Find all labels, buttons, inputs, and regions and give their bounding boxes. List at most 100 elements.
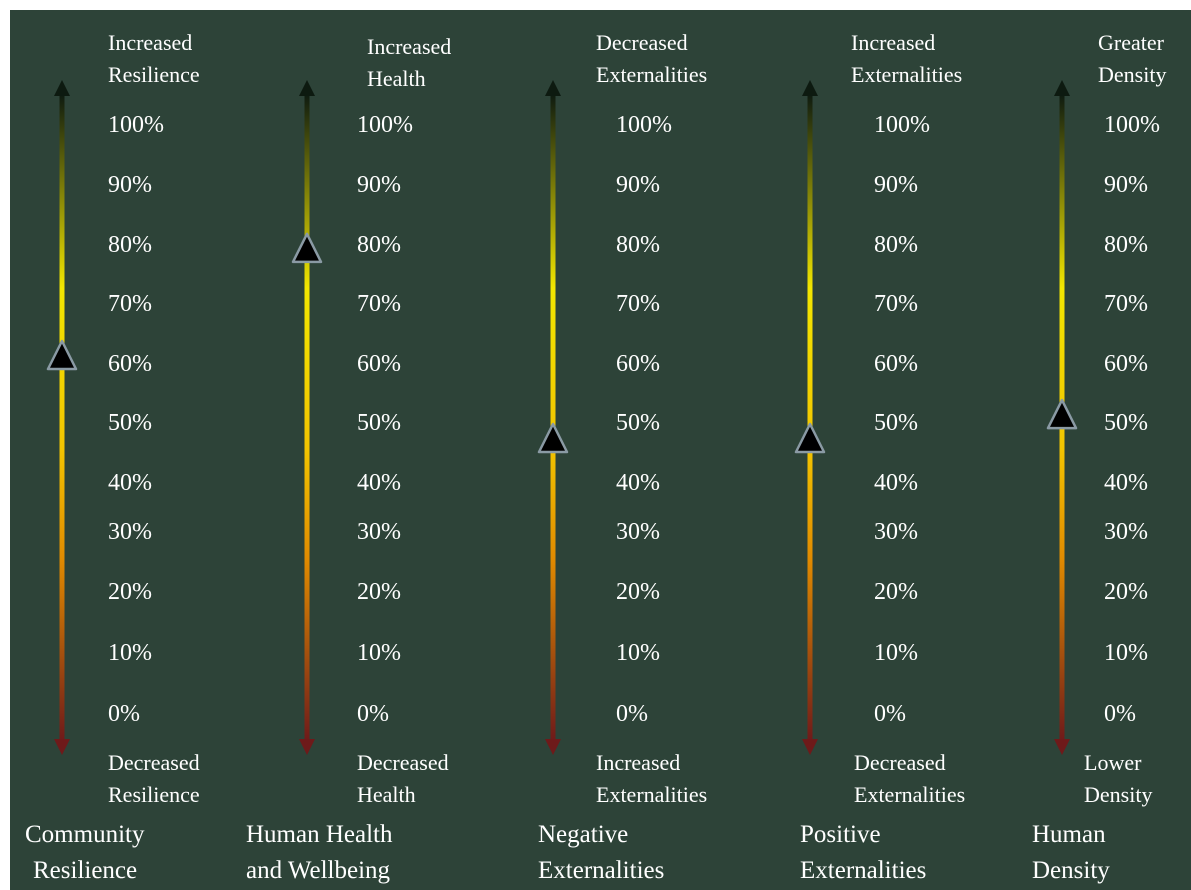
tick-label: 50% [1104, 410, 1148, 436]
bottom-label: Increased [596, 750, 680, 775]
tick-label: 60% [616, 351, 660, 377]
tick-label: 60% [874, 351, 918, 377]
top-label: Externalities [596, 62, 707, 87]
tick-label: 40% [1104, 470, 1148, 496]
tick-label: 90% [616, 172, 660, 198]
tick-label: 90% [108, 172, 152, 198]
gauge-title: Density [1032, 857, 1110, 884]
arrow-up-icon [545, 80, 561, 96]
top-label: Decreased [596, 30, 688, 55]
tick-label: 10% [357, 640, 401, 666]
gauge-scale-bar [807, 94, 813, 741]
gauge-scale-bar [550, 94, 556, 741]
gauge-chart: 100% 90% 80% 70% 60% 50% 40% 30% 20% 10% 0% Increas… [25, 30, 1166, 884]
gauge-2: 100% 90% 80% 70% 60% 50% 40% 30% 20% 10% 0% Increas… [246, 34, 451, 884]
tick-label: 30% [1104, 519, 1148, 545]
tick-label: 0% [357, 701, 389, 727]
tick-label: 100% [357, 112, 413, 138]
arrow-down-icon [802, 739, 818, 755]
tick-label: 0% [616, 701, 648, 727]
tick-label: 30% [108, 519, 152, 545]
top-label: Resilience [108, 62, 200, 87]
arrow-down-icon [1054, 739, 1070, 755]
tick-label: 80% [616, 232, 660, 258]
arrow-up-icon [299, 80, 315, 96]
bottom-label: Lower [1084, 750, 1142, 775]
tick-label: 50% [874, 410, 918, 436]
top-label: Density [1098, 62, 1166, 87]
bottom-label: Externalities [596, 782, 707, 807]
top-label: Externalities [851, 62, 962, 87]
bottom-label: Decreased [854, 750, 946, 775]
tick-label: 80% [1104, 232, 1148, 258]
chart-panel: 100% 90% 80% 70% 60% 50% 40% 30% 20% 10% 0% Increas… [10, 10, 1191, 890]
gauge-title: Externalities [538, 857, 664, 884]
arrow-down-icon [54, 739, 70, 755]
tick-label: 10% [108, 640, 152, 666]
bottom-label: Externalities [854, 782, 965, 807]
value-marker-icon [537, 422, 569, 454]
bottom-label: Decreased [357, 750, 449, 775]
bottom-label: Health [357, 782, 416, 807]
tick-label: 30% [357, 519, 401, 545]
tick-label: 70% [874, 291, 918, 317]
tick-label: 0% [874, 701, 906, 727]
tick-label: 10% [1104, 640, 1148, 666]
tick-label: 90% [1104, 172, 1148, 198]
value-marker-icon [46, 339, 78, 371]
tick-label: 20% [1104, 579, 1148, 605]
tick-label: 20% [108, 579, 152, 605]
tick-label: 10% [874, 640, 918, 666]
gauge-1: 100% 90% 80% 70% 60% 50% 40% 30% 20% 10% 0% Increas… [25, 30, 200, 884]
top-label: Increased [108, 30, 192, 55]
tick-label: 40% [616, 470, 660, 496]
bottom-label: Density [1084, 782, 1152, 807]
tick-label: 0% [108, 701, 140, 727]
gauge-title: Human [1032, 821, 1106, 848]
arrow-up-icon [54, 80, 70, 96]
tick-label: 60% [357, 351, 401, 377]
gauge-scale-bar [59, 94, 65, 741]
gauge-3: 100% 90% 80% 70% 60% 50% 40% 30% 20% 10% 0% Decreas… [537, 30, 707, 884]
tick-label: 60% [108, 351, 152, 377]
tick-label: 90% [357, 172, 401, 198]
tick-label: 70% [616, 291, 660, 317]
arrow-down-icon [299, 739, 315, 755]
tick-label: 80% [108, 232, 152, 258]
tick-label: 10% [616, 640, 660, 666]
tick-label: 70% [1104, 291, 1148, 317]
gauge-title: Resilience [33, 857, 137, 884]
top-label: Increased [367, 34, 451, 59]
tick-label: 0% [1104, 701, 1136, 727]
arrow-up-icon [802, 80, 818, 96]
gauge-title: Community [25, 821, 145, 848]
tick-label: 20% [357, 579, 401, 605]
tick-label: 90% [874, 172, 918, 198]
tick-label: 20% [874, 579, 918, 605]
tick-label: 40% [874, 470, 918, 496]
tick-label: 40% [108, 470, 152, 496]
tick-label: 30% [874, 519, 918, 545]
tick-label: 80% [874, 232, 918, 258]
tick-label: 100% [874, 112, 930, 138]
value-marker-icon [1046, 398, 1078, 430]
gauge-title: Negative [538, 821, 628, 848]
tick-label: 50% [108, 410, 152, 436]
tick-label: 80% [357, 232, 401, 258]
tick-label: 20% [616, 579, 660, 605]
top-label: Increased [851, 30, 935, 55]
gauge-title: Human Health [246, 821, 393, 848]
tick-label: 70% [357, 291, 401, 317]
gauge-title: and Wellbeing [246, 857, 391, 884]
gauge-scale-bar [304, 94, 310, 741]
top-label: Health [367, 66, 426, 91]
tick-label: 100% [1104, 112, 1160, 138]
arrow-down-icon [545, 739, 561, 755]
tick-label: 100% [616, 112, 672, 138]
gauge-title: Externalities [800, 857, 926, 884]
tick-label: 40% [357, 470, 401, 496]
arrow-up-icon [1054, 80, 1070, 96]
top-label: Greater [1098, 30, 1165, 55]
value-marker-icon [794, 422, 826, 454]
gauge-5: 100% 90% 80% 70% 60% 50% 40% 30% 20% 10% 0% Greater… [1032, 30, 1166, 884]
